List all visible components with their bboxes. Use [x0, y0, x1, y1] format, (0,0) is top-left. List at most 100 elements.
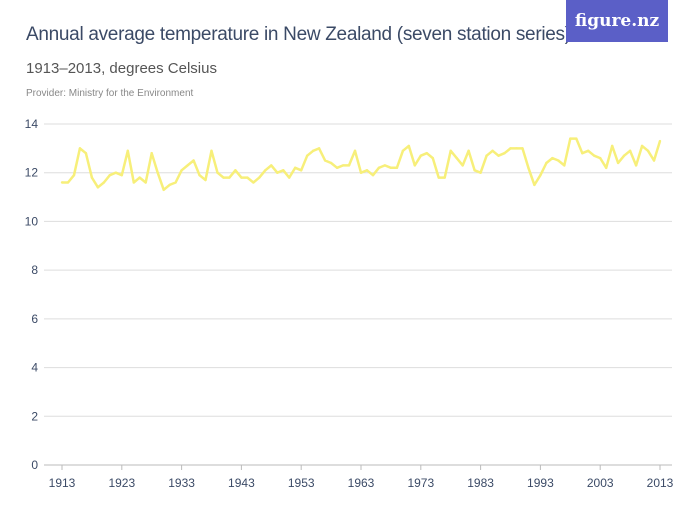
data-point — [276, 171, 279, 174]
provider-label: Provider: Ministry for the Environment — [26, 88, 194, 99]
x-tick-label: 1953 — [288, 476, 315, 490]
data-point — [180, 169, 183, 172]
data-point — [305, 154, 309, 157]
data-point — [431, 156, 434, 160]
data-point — [413, 164, 417, 167]
figure-nz-logo[interactable]: figure.nz — [566, 0, 668, 42]
data-point — [383, 164, 387, 167]
data-point — [497, 154, 500, 157]
y-tick-label: 2 — [31, 409, 38, 423]
x-tick-label: 2013 — [647, 476, 674, 490]
data-point — [443, 176, 446, 179]
data-point — [449, 149, 452, 152]
data-point — [622, 154, 626, 157]
data-point — [90, 176, 94, 179]
data-point — [359, 171, 363, 174]
data-point — [258, 176, 261, 179]
data-point — [575, 137, 578, 140]
y-tick-label: 8 — [31, 263, 38, 277]
data-point — [473, 169, 476, 172]
data-point — [515, 147, 518, 150]
data-point — [192, 159, 195, 162]
data-point — [395, 166, 399, 170]
data-point — [156, 171, 159, 174]
data-point — [72, 173, 76, 177]
data-point — [646, 149, 650, 152]
data-point — [150, 152, 153, 155]
data-point — [503, 152, 506, 155]
data-point — [264, 169, 267, 172]
data-point — [640, 144, 644, 148]
data-point — [634, 164, 638, 167]
data-point — [569, 137, 572, 140]
data-point — [341, 164, 345, 167]
y-tick-label: 12 — [25, 166, 39, 180]
x-tick-label: 2003 — [587, 476, 614, 490]
data-point — [604, 166, 608, 170]
data-point — [335, 166, 339, 170]
data-point — [252, 181, 255, 184]
data-point — [461, 164, 464, 167]
data-point — [407, 144, 411, 148]
data-point — [652, 159, 656, 162]
data-point — [282, 169, 285, 172]
data-point — [581, 152, 584, 155]
data-point — [294, 166, 297, 170]
data-point — [270, 164, 273, 167]
data-point — [557, 159, 560, 162]
data-point — [234, 169, 237, 172]
x-tick-label: 1963 — [348, 476, 375, 490]
data-point — [210, 149, 213, 152]
chart-title: Annual average temperature in New Zealan… — [26, 24, 571, 45]
x-tick-label: 1913 — [49, 476, 76, 490]
data-point — [593, 154, 596, 157]
data-point — [288, 176, 291, 179]
data-point — [114, 171, 118, 174]
data-point — [66, 181, 70, 184]
data-point — [599, 156, 602, 160]
data-point — [539, 173, 542, 177]
data-point — [491, 149, 494, 152]
data-point — [425, 152, 428, 155]
data-point — [329, 161, 333, 165]
chart-subtitle: 1913–2013, degrees Celsius — [26, 60, 217, 77]
data-point — [60, 181, 64, 184]
data-point — [467, 149, 470, 152]
data-point — [658, 139, 662, 143]
x-tick-label: 1923 — [108, 476, 135, 490]
data-point — [102, 181, 106, 184]
data-point — [186, 164, 189, 167]
data-point — [144, 181, 147, 184]
data-point — [509, 147, 512, 150]
x-tick-label: 1993 — [527, 476, 554, 490]
data-point — [533, 183, 536, 187]
data-point — [628, 149, 632, 152]
y-tick-label: 14 — [25, 117, 39, 131]
temperature-series-line — [62, 137, 662, 192]
data-point — [126, 149, 129, 152]
data-point — [198, 173, 201, 177]
x-tick-label: 1943 — [228, 476, 255, 490]
data-point — [162, 188, 165, 191]
y-tick-label: 10 — [25, 214, 39, 228]
x-tick-label: 1983 — [467, 476, 494, 490]
data-point — [485, 154, 488, 157]
data-point — [365, 169, 369, 172]
data-point — [437, 176, 440, 179]
y-tick-label: 0 — [31, 458, 38, 472]
data-point — [389, 166, 393, 170]
data-point — [455, 156, 458, 160]
data-point — [222, 176, 225, 179]
data-point — [132, 181, 135, 184]
data-point — [317, 147, 321, 150]
data-point — [240, 176, 243, 179]
y-tick-label: 4 — [31, 361, 38, 375]
data-point — [168, 183, 171, 187]
data-point — [545, 161, 548, 165]
data-point — [174, 181, 177, 184]
data-point — [377, 166, 381, 170]
data-point — [323, 159, 327, 162]
data-point — [108, 173, 112, 177]
